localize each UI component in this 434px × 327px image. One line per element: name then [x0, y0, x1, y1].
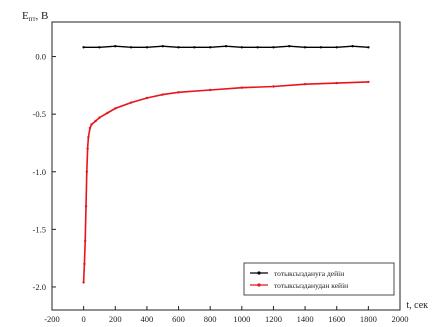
plot-frame [51, 21, 401, 311]
y-tick-label: -1.0 [33, 167, 46, 177]
x-tick-label: 1400 [297, 314, 314, 324]
series-2-point [94, 119, 97, 123]
series-1-point [256, 46, 259, 49]
series-2-point [240, 86, 243, 89]
legend: тотыксыздануға дейін тотыксызданудан кейі… [243, 262, 395, 296]
legend-label-2: тотыксызданудан кейін [274, 281, 348, 290]
y-axis-title-main: E [22, 10, 29, 22]
series-1-point [114, 45, 117, 48]
series-1-point [129, 46, 133, 49]
series-2-point [367, 80, 370, 84]
series-1-point [82, 46, 85, 49]
series-layer [82, 45, 370, 284]
x-tick-label: 400 [141, 314, 154, 324]
series-1-point [193, 46, 196, 49]
x-tick-label: -200 [44, 314, 60, 324]
y-tick-label: -2.0 [33, 282, 46, 292]
series-1-point [303, 46, 307, 49]
y-tick-label: 0.0 [35, 52, 46, 62]
series-2-point [85, 170, 89, 173]
series-2-point [272, 85, 275, 88]
legend-box [243, 262, 395, 296]
series-2-point [106, 111, 109, 115]
x-tick-label: 1800 [360, 314, 377, 324]
series-1-point [177, 46, 180, 49]
legend-label-1: тотыксыздануға дейін [274, 269, 344, 278]
series-1-point [272, 46, 275, 49]
x-axis-title: t, сек [406, 300, 428, 311]
series-2-point [84, 205, 88, 208]
x-tick-label: 800 [204, 314, 217, 324]
y-axis-title-unit: , В [36, 10, 49, 22]
plot-area [51, 21, 401, 311]
y-axis: 0.0 -0.5 -1.0 -1.5 -2.0 [33, 52, 56, 292]
series-line-2 [82, 81, 369, 283]
x-tick-label: 0 [82, 314, 86, 324]
series-2-point [84, 239, 87, 243]
legend-marker-2 [257, 283, 261, 287]
y-tick-label: -1.5 [33, 224, 46, 234]
series-1-point [161, 45, 164, 48]
series-2-point [209, 88, 212, 92]
series-1-point [145, 46, 149, 49]
y-tick-label: -0.5 [33, 109, 46, 119]
legend-marker-1 [257, 271, 261, 275]
x-tick-label: 600 [172, 314, 185, 324]
x-tick-label: 1200 [265, 314, 282, 324]
series-1-point [209, 46, 212, 49]
x-tick-label: 2000 [392, 314, 409, 324]
series-2-point [161, 93, 164, 96]
x-tick-label: 1000 [233, 314, 250, 324]
x-tick-label: 200 [109, 314, 122, 324]
series-1-point [98, 46, 101, 49]
series-2-point [129, 101, 133, 104]
series-2-point [86, 147, 89, 150]
series-1-point [288, 45, 291, 48]
series-2-point [145, 96, 149, 100]
series-2-point [82, 281, 85, 284]
series-2-point [98, 116, 101, 119]
y-axis-title-subscript: пт [29, 15, 36, 23]
series-2-point [335, 81, 338, 85]
series-2-point [88, 126, 92, 130]
series-1-point [224, 45, 228, 48]
y-axis-title: Eпт, В [22, 10, 48, 23]
x-tick-label: 1600 [328, 314, 345, 324]
series-2-point [83, 262, 86, 266]
series-1-point [335, 46, 338, 49]
series-2-point [90, 123, 93, 126]
series-2-point [114, 107, 117, 110]
x-axis: -200 0 200 400 600 800 1000 1200 1400 1600 1800 200… [44, 306, 409, 324]
series-1-point [351, 45, 354, 48]
series-2-point [177, 91, 180, 94]
series-2-point [303, 83, 307, 86]
series-1-point [240, 46, 243, 49]
series-1-point [367, 46, 370, 49]
series-2-point [87, 136, 90, 139]
series-1-point [319, 46, 323, 49]
